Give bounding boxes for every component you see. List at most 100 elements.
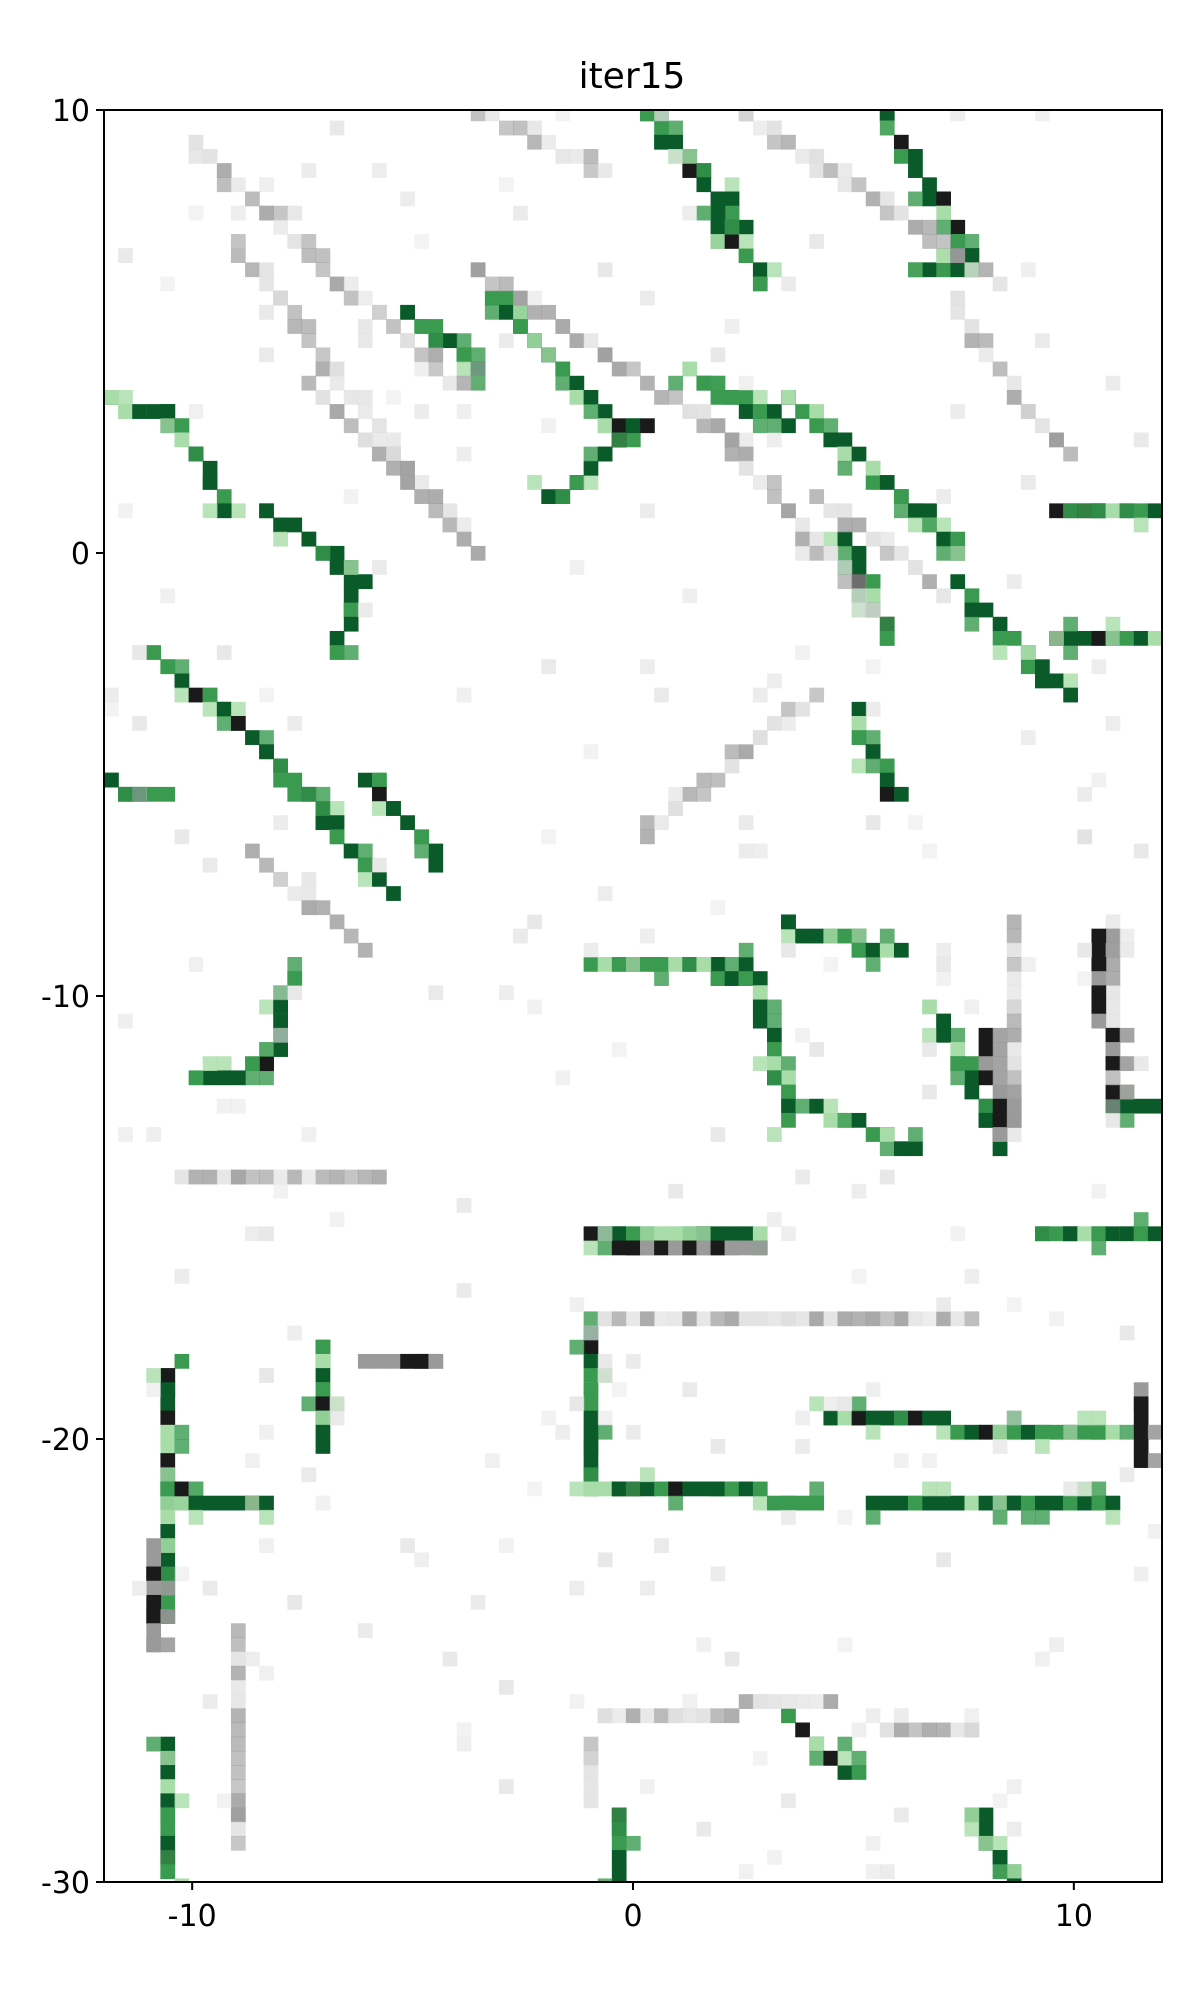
- occupied-cell: [767, 1056, 782, 1072]
- occupied-cell: [273, 758, 288, 774]
- occupied-cell: [922, 262, 937, 278]
- free-cell: [809, 531, 825, 547]
- speckle-cell: [118, 503, 133, 519]
- occupied-cell: [597, 1878, 613, 1882]
- occupied-cell: [597, 404, 613, 419]
- occupied-cell: [893, 1495, 909, 1511]
- speckle-cell: [893, 1807, 909, 1823]
- speckle-cell: [259, 177, 274, 193]
- occupied-cell: [1063, 645, 1078, 660]
- speckle-cell: [259, 1665, 274, 1681]
- free-cell: [809, 1311, 825, 1327]
- occupied-cell: [160, 1524, 176, 1539]
- occupied-cell: [1049, 630, 1064, 646]
- free-cell: [752, 1311, 768, 1327]
- occupied-cell: [1063, 673, 1078, 689]
- occupied-cell: [1049, 673, 1064, 689]
- occupied-cell: [879, 928, 895, 944]
- free-cell: [950, 290, 966, 306]
- speckle-cell: [202, 148, 218, 164]
- occupied-cell: [978, 1495, 994, 1511]
- occupied-cell: [823, 928, 839, 944]
- speckle-cell: [1049, 1311, 1064, 1327]
- occupied-cell: [202, 1056, 218, 1072]
- free-cell: [498, 120, 514, 136]
- occupied-cell: [654, 1226, 669, 1242]
- occupied-cell: [823, 1410, 839, 1426]
- free-cell: [470, 262, 486, 278]
- dark-cell: [1105, 1056, 1121, 1072]
- speckle-cell: [414, 1552, 430, 1568]
- speckle-cell: [781, 1509, 796, 1525]
- occupied-cell: [893, 1410, 909, 1426]
- occupied-cell: [893, 503, 909, 519]
- dark-cell: [611, 1240, 627, 1256]
- speckle-cell: [273, 1027, 288, 1043]
- speckle-cell: [555, 110, 571, 122]
- speckle-cell: [865, 1382, 881, 1398]
- dark-cell: [1119, 1056, 1135, 1072]
- occupied-cell: [287, 772, 303, 788]
- occupied-cell: [160, 1736, 176, 1752]
- occupied-cell: [583, 1339, 599, 1355]
- occupied-cell: [964, 234, 980, 249]
- dark-cell: [400, 1353, 415, 1369]
- occupied-cell: [851, 560, 867, 575]
- free-cell: [230, 1679, 246, 1695]
- free-cell: [625, 1708, 641, 1724]
- speckle-cell: [1077, 1481, 1093, 1497]
- dark-cell: [992, 1084, 1008, 1100]
- free-cell: [654, 389, 669, 405]
- free-cell: [724, 432, 740, 448]
- speckle-cell: [569, 1297, 585, 1313]
- speckle-cell: [738, 375, 754, 391]
- free-cell: [809, 489, 825, 504]
- occupied-cell: [329, 560, 345, 575]
- free-cell: [738, 1694, 754, 1709]
- occupied-cell: [978, 1835, 994, 1851]
- occupied-cell: [1049, 1424, 1064, 1440]
- occupied-cell: [146, 1368, 162, 1383]
- occupied-cell: [879, 1127, 895, 1142]
- free-cell: [767, 716, 782, 731]
- free-cell: [781, 503, 796, 519]
- occupied-cell: [1091, 630, 1107, 646]
- occupied-cell: [640, 1467, 655, 1483]
- occupied-cell: [851, 758, 867, 774]
- occupied-cell: [781, 1098, 796, 1114]
- free-cell: [442, 517, 458, 533]
- speckle-cell: [936, 942, 951, 958]
- free-cell: [865, 531, 881, 547]
- free-cell: [823, 503, 839, 519]
- free-cell: [668, 1708, 683, 1724]
- occupied-cell: [456, 333, 472, 349]
- free-cell: [978, 347, 994, 363]
- free-cell: [738, 460, 754, 476]
- speckle-cell: [273, 985, 288, 1001]
- speckle-cell: [1091, 659, 1107, 675]
- occupied-cell: [908, 163, 923, 178]
- speckle-cell: [1133, 843, 1149, 859]
- dark-cell: [357, 1353, 373, 1369]
- dark-cell: [146, 1609, 162, 1624]
- speckle-cell: [922, 1084, 937, 1100]
- occupied-cell: [710, 219, 726, 235]
- occupied-cell: [936, 517, 951, 533]
- occupied-cell: [625, 432, 641, 448]
- occupied-cell: [809, 1750, 825, 1766]
- free-cell: [879, 205, 895, 221]
- speckle-cell: [851, 1268, 867, 1284]
- occupied-cell: [781, 1708, 796, 1724]
- occupied-cell: [160, 418, 176, 434]
- speckle-cell: [710, 1566, 726, 1582]
- free-cell: [245, 843, 260, 859]
- speckle-cell: [188, 404, 204, 419]
- occupied-cell: [682, 957, 698, 972]
- speckle-cell: [188, 957, 204, 972]
- occupied-cell: [654, 957, 669, 972]
- occupied-cell: [315, 801, 331, 816]
- dark-cell: [1105, 1042, 1121, 1057]
- speckle-cell: [230, 234, 246, 249]
- occupied-cell: [837, 432, 853, 448]
- speckle-cell: [964, 1311, 980, 1327]
